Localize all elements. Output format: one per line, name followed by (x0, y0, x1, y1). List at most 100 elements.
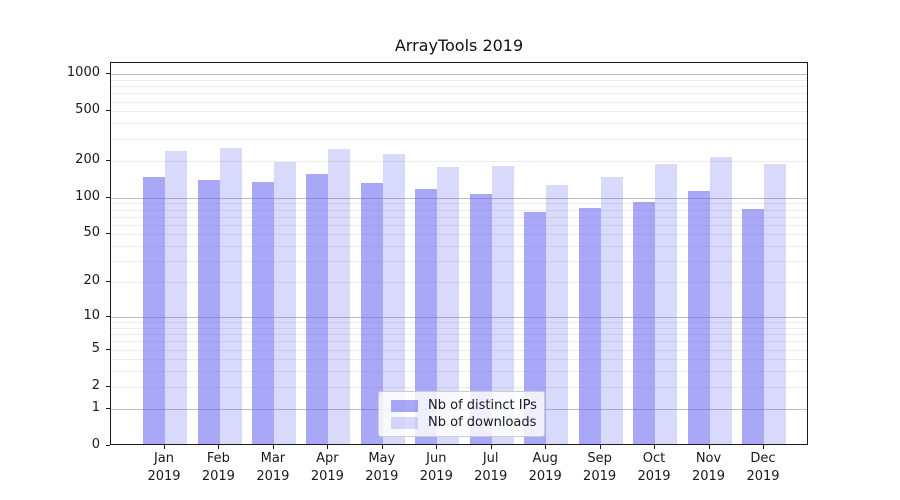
legend-item-downloads: Nb of downloads (391, 415, 537, 430)
y-tick-mark (106, 233, 110, 235)
gridline-minor (111, 111, 807, 113)
y-tick-mark (106, 385, 110, 387)
x-tick-label: Jun 2019 (419, 451, 453, 484)
x-tick-label: Jan 2019 (147, 451, 181, 484)
y-tick-label: 10 (83, 307, 100, 323)
gridline-minor (111, 246, 807, 248)
y-tick-mark (106, 445, 110, 446)
gridline-minor (111, 261, 807, 263)
legend-label-distinct-ips: Nb of distinct IPs (428, 398, 537, 413)
legend-label-downloads: Nb of downloads (428, 415, 537, 430)
bar-distinct-ips-aug (524, 211, 547, 444)
y-tick-mark (106, 110, 110, 112)
legend: Nb of distinct IPs Nb of downloads (378, 391, 545, 437)
gridline-minor (111, 93, 807, 95)
gridline-minor (111, 371, 807, 373)
bar-downloads-apr (328, 148, 351, 444)
gridline-minor (111, 341, 807, 343)
x-tick-mark (272, 445, 274, 449)
x-tick-mark (436, 445, 438, 449)
bar-downloads-aug (546, 185, 569, 444)
y-tick-label: 5 (91, 340, 100, 356)
bar-distinct-ips-mar (251, 182, 274, 444)
x-tick-label: Nov 2019 (691, 451, 726, 484)
gridline-minor (111, 334, 807, 336)
x-tick-label: Feb 2019 (201, 451, 235, 484)
bar-distinct-ips-nov (687, 190, 710, 444)
bar-distinct-ips-dec (742, 208, 764, 444)
gridline-minor (111, 234, 807, 236)
x-tick-mark (381, 445, 383, 449)
y-tick-label: 500 (75, 102, 100, 118)
bar-distinct-ips-sep (578, 207, 601, 444)
x-tick-mark (654, 445, 655, 449)
y-tick-label: 0 (91, 437, 100, 452)
gridline-minor (111, 203, 807, 205)
y-tick-mark (106, 315, 110, 317)
y-tick-label: 20 (83, 273, 100, 289)
gridline-minor (111, 79, 807, 81)
y-tick-label: 100 (75, 188, 100, 204)
bar-downloads-sep (600, 176, 623, 444)
gridline-minor (111, 216, 807, 218)
gridline-minor (111, 138, 807, 140)
y-tick-mark (106, 196, 110, 198)
x-tick-label: Apr 2019 (310, 451, 344, 484)
x-tick-mark (599, 445, 601, 449)
gridline-minor (111, 160, 807, 162)
x-tick-label: Sep 2019 (583, 451, 617, 484)
bar-downloads-nov (709, 156, 732, 444)
bar-distinct-ips-jul (469, 194, 492, 444)
y-tick-label: 200 (75, 151, 100, 167)
legend-swatch-downloads (391, 416, 418, 429)
gridline-minor (111, 209, 807, 211)
x-tick-label: Jul 2019 (474, 451, 508, 484)
gridline-minor (111, 123, 807, 125)
gridline-major (111, 74, 807, 76)
bar-downloads-may (382, 153, 405, 444)
y-tick-mark (106, 407, 110, 409)
x-tick-mark (164, 445, 165, 449)
gridline-minor (111, 282, 807, 284)
bar-distinct-ips-jun (415, 188, 438, 444)
y-tick-mark (106, 348, 110, 350)
bar-downloads-jan (165, 151, 187, 444)
gridline-minor (111, 224, 807, 226)
x-tick-label: Oct 2019 (637, 451, 671, 484)
gridline-minor (111, 101, 807, 103)
gridline-minor (111, 327, 807, 329)
chart-title: ArrayTools 2019 (394, 36, 524, 55)
bar-downloads-jul (491, 165, 514, 444)
x-tick-mark (708, 445, 710, 449)
gridline-minor (111, 359, 807, 361)
x-tick-label: May 2019 (365, 451, 399, 484)
bar-distinct-ips-apr (306, 173, 329, 444)
x-tick-label: Aug 2019 (528, 451, 562, 484)
bar-downloads-dec (764, 164, 786, 444)
x-tick-mark (490, 445, 492, 449)
bar-distinct-ips-may (360, 183, 383, 444)
x-tick-label: Mar 2019 (256, 451, 290, 484)
y-tick-label: 2 (91, 377, 100, 393)
gridline-major (111, 197, 807, 199)
bar-downloads-oct (655, 163, 677, 444)
x-tick-mark (327, 445, 329, 449)
gridline-major (111, 316, 807, 318)
gridline-minor (111, 349, 807, 351)
bar-downloads-mar (273, 162, 296, 444)
legend-item-distinct-ips: Nb of distinct IPs (391, 398, 537, 413)
x-tick-mark (545, 445, 547, 449)
x-tick-mark (218, 445, 220, 449)
y-tick-label: 50 (83, 225, 100, 241)
plot-area (110, 62, 808, 445)
gridline-minor (111, 386, 807, 388)
bar-distinct-ips-oct (633, 201, 655, 444)
y-tick-mark (106, 159, 110, 161)
bar-downloads-feb (219, 147, 242, 444)
bar-distinct-ips-jan (143, 176, 165, 444)
y-tick-label: 1 (91, 399, 100, 415)
x-tick-mark (763, 445, 764, 449)
gridline-minor (111, 86, 807, 88)
gridline-minor (111, 322, 807, 324)
